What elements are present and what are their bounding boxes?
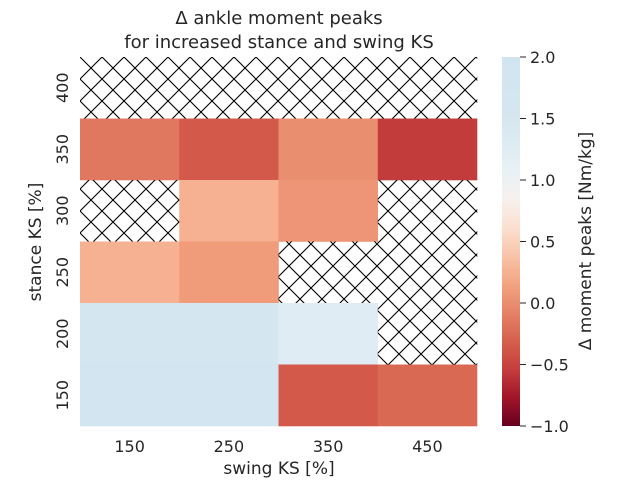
- colorbar-tick-label: −0.5: [530, 356, 569, 375]
- heatmap-cell-missing: [179, 57, 279, 119]
- heatmap-cell: [80, 364, 180, 427]
- heatmap-cell-missing: [80, 180, 180, 242]
- heatmap-cell: [278, 180, 379, 242]
- colorbar-tick-label: 2.0: [530, 48, 555, 67]
- heatmap-cell-missing: [377, 180, 478, 242]
- heatmap-cell-missing: [377, 57, 478, 119]
- colorbar-tick-labels: 2.0 1.5 1.0 0.5 0.0 −0.5 −1.0: [520, 48, 569, 436]
- heatmap-cell: [278, 364, 379, 427]
- heatmap-cells: [80, 57, 478, 427]
- heatmap-cell: [278, 118, 379, 181]
- heatmap-cell-missing: [278, 57, 379, 119]
- colorbar-label: Δ moment peaks [Nm/kg]: [576, 132, 596, 351]
- colorbar-tick-label: 1.0: [530, 171, 555, 190]
- y-tick-label: 300: [53, 195, 72, 226]
- heatmap-cell: [179, 180, 279, 242]
- y-tick-label: 350: [53, 134, 72, 165]
- heatmap-cell-missing: [278, 241, 379, 304]
- y-tick-label: 250: [53, 257, 72, 288]
- x-tick-label: 450: [412, 437, 443, 456]
- colorbar-tick-label: 0.5: [530, 233, 555, 252]
- x-tick-label: 150: [114, 437, 145, 456]
- heatmap-cell-missing: [80, 57, 180, 119]
- colorbar-tick-label: 1.5: [530, 110, 555, 129]
- heatmap-cell: [179, 364, 279, 427]
- heatmap-cell: [179, 241, 279, 304]
- heatmap-cell: [179, 303, 279, 365]
- colorbar-tick-label: −1.0: [530, 417, 569, 436]
- chart-title-line-1: Δ ankle moment peaks: [175, 8, 383, 29]
- chart-title-line-2: for increased stance and swing KS: [124, 32, 434, 53]
- x-axis-label: swing KS [%]: [223, 459, 334, 479]
- heatmap-cell: [377, 118, 478, 181]
- x-tick-labels: 150 250 350 450: [114, 437, 442, 456]
- colorbar-tick-label: 0.0: [530, 294, 555, 313]
- y-tick-labels: 400 350 300 250 200 150: [53, 72, 72, 410]
- heatmap-cell: [80, 241, 180, 304]
- y-axis-label: stance KS [%]: [26, 183, 46, 302]
- heatmap-cell-missing: [377, 303, 478, 365]
- heatmap-cell: [377, 364, 478, 427]
- heatmap-cell: [80, 303, 180, 365]
- heatmap-cell: [278, 303, 379, 365]
- x-tick-label: 250: [214, 437, 245, 456]
- heatmap-cell: [80, 118, 180, 181]
- heatmap-cell-missing: [377, 241, 478, 304]
- colorbar: [502, 57, 520, 426]
- x-tick-label: 350: [313, 437, 344, 456]
- y-tick-label: 200: [53, 318, 72, 349]
- heatmap-cell: [179, 118, 279, 181]
- y-tick-label: 150: [53, 380, 72, 411]
- y-tick-label: 400: [53, 72, 72, 103]
